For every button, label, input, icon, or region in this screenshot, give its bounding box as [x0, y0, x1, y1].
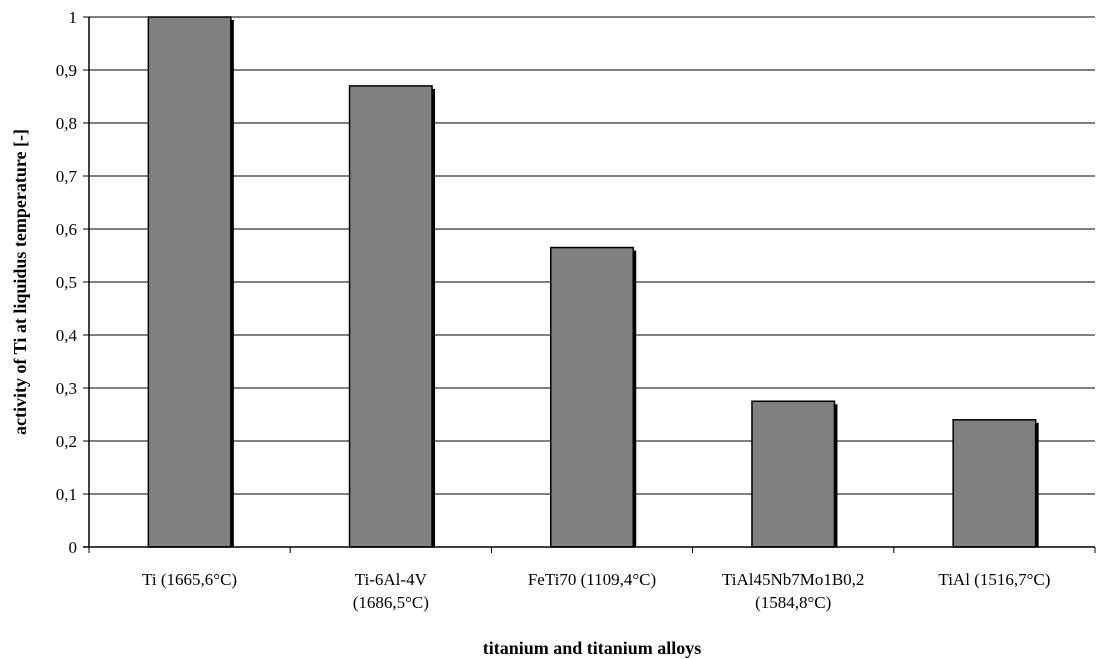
y-tick-label: 0,9 [56, 61, 77, 80]
y-tick-label: 0,1 [56, 485, 77, 504]
x-tick-labels: Ti (1665,6°C) Ti-6Al-4V (1686,5°C) FeTi70 (… [142, 570, 1050, 612]
y-tick-label: 0,2 [56, 432, 77, 451]
x-tick-label: FeTi70 (1109,4°C) [528, 570, 656, 589]
y-tick-label: 0,4 [56, 326, 78, 345]
y-tick-label: 0 [69, 538, 78, 557]
y-tick-label: 0,3 [56, 379, 77, 398]
bars [147, 16, 1039, 548]
axes [83, 16, 1096, 553]
y-tick-labels: 0 0,1 0,2 0,3 0,4 0,5 0,6 0,7 0,8 0,9 1 [56, 8, 78, 557]
x-axis-title: titanium and titanium alloys [483, 638, 702, 658]
y-tick-label: 0,8 [56, 114, 77, 133]
y-axis-title: activity of Ti at liquidus temperature [… [10, 129, 30, 435]
y-tick-label: 0,5 [56, 273, 77, 292]
bar [147, 16, 232, 548]
bar [348, 85, 433, 548]
y-tick-label: 0,6 [56, 220, 77, 239]
x-tick-label: TiAl45Nb7Mo1B0,2 (1584,8°C) [722, 570, 865, 612]
y-tick-label: 0,7 [56, 167, 78, 186]
bar [751, 400, 836, 548]
y-tick-label: 1 [69, 8, 78, 27]
x-tick-label: Ti-6Al-4V (1686,5°C) [353, 570, 429, 612]
bar [952, 419, 1037, 548]
x-tick-label: TiAl (1516,7°C) [938, 570, 1050, 589]
bar [550, 246, 634, 548]
x-tick-label: Ti (1665,6°C) [142, 570, 237, 589]
